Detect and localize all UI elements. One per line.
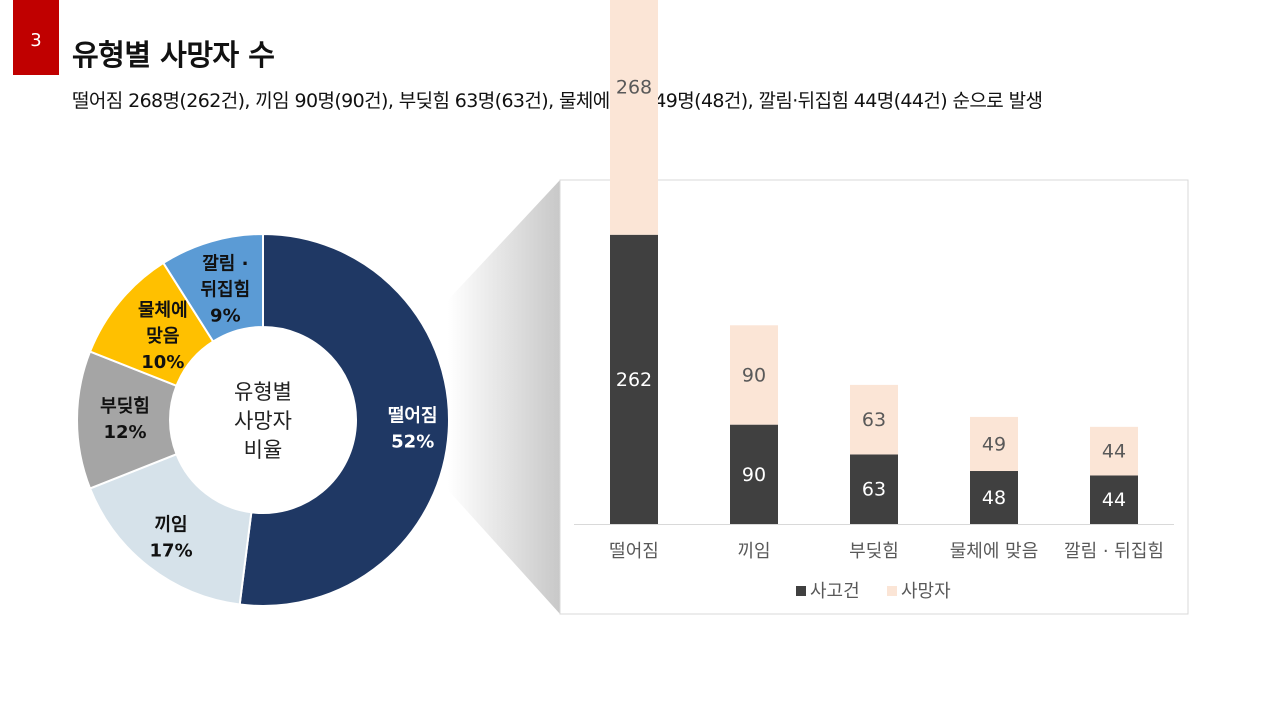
- donut-slice-label: 깔림 · 뒤집힘 9%: [200, 253, 250, 326]
- bar-cases: [1090, 475, 1138, 524]
- donut-slice: [88, 452, 253, 606]
- x-tick-label: 끼임: [737, 541, 770, 562]
- bar-cases: [970, 471, 1018, 524]
- donut-slice: [161, 232, 264, 343]
- bar-cases: [610, 234, 658, 524]
- bar-cases-value-label: 262: [616, 369, 652, 391]
- donut-slice: [238, 232, 451, 607]
- donut-slice-label-line: 뒤집힘: [200, 279, 250, 300]
- legend-swatch-deaths: [887, 586, 897, 596]
- bar-cases: [730, 424, 778, 524]
- donut-slice-label-line: 12%: [103, 422, 146, 443]
- bar-deaths-value-label: 63: [862, 409, 886, 431]
- donut-slice-label: 떨어짐 52%: [388, 405, 438, 452]
- donut-slice-label-line: 떨어짐: [388, 405, 438, 426]
- chart-legend: 사고건 사망자: [796, 581, 951, 602]
- bar-cases-value-label: 44: [1102, 489, 1126, 511]
- donut-center-label-line: 사망자: [234, 409, 292, 433]
- donut-slice-label: 끼임 17%: [150, 515, 193, 562]
- legend-label-cases: 사고건: [810, 581, 860, 602]
- donut-slice-label-line: 부딪힘: [100, 396, 150, 417]
- bar-cases-value-label: 48: [982, 487, 1006, 509]
- x-tick-label: 깔림 · 뒤집힘: [1064, 541, 1164, 562]
- bar-deaths-value-label: 44: [1102, 441, 1126, 463]
- bar-deaths-value-label: 268: [616, 76, 652, 98]
- donut-slice-label: 부딪힘 12%: [100, 396, 150, 443]
- page-subtitle: 떨어짐 268명(262건), 끼임 90명(90건), 부딪힘 63명(63건…: [72, 90, 1043, 112]
- bar-deaths-value-label: 49: [982, 433, 1006, 455]
- donut-slice-label-line: 깔림 ·: [202, 253, 248, 274]
- legend-label-deaths: 사망자: [901, 581, 951, 602]
- bar-deaths: [850, 384, 898, 455]
- legend-swatch-cases: [796, 586, 806, 596]
- donut-slice-label-line: 17%: [150, 541, 193, 562]
- donut-center-label-line: 비율: [244, 438, 283, 462]
- bar-chart: 262 268 떨어짐 90 90 끼임 63 63 부딪힘 48 49 물체에 맞음 44 44 깔림 ·…: [574, 0, 1174, 602]
- donut-slice-label-line: 맞음: [146, 326, 179, 347]
- bar-deaths-value-label: 90: [742, 364, 766, 386]
- x-tick-label: 떨어짐: [609, 541, 659, 562]
- bar-cases: [850, 454, 898, 524]
- bar-cases-value-label: 63: [862, 479, 886, 501]
- donut-slice-label-line: 10%: [141, 352, 184, 373]
- page-title: 유형별 사망자 수: [72, 38, 275, 72]
- donut-slice-label-line: 52%: [391, 431, 434, 452]
- donut-slice-label-line: 끼임: [155, 515, 188, 536]
- x-tick-label: 부딪힘: [849, 541, 899, 562]
- page-number-badge: 3: [13, 0, 59, 75]
- bar-deaths: [730, 325, 778, 425]
- donut-slice-label-line: 9%: [210, 305, 241, 326]
- donut-center-label-line: 유형별: [234, 380, 292, 404]
- bar-cases-value-label: 90: [742, 464, 766, 486]
- bar-deaths: [970, 416, 1018, 472]
- x-tick-label: 물체에 맞음: [950, 541, 1039, 562]
- bar-deaths: [610, 0, 658, 235]
- zoom-connector-shape: [448, 180, 560, 614]
- bar-deaths: [1090, 426, 1138, 476]
- donut-slice-label-line: 물체에: [138, 300, 188, 321]
